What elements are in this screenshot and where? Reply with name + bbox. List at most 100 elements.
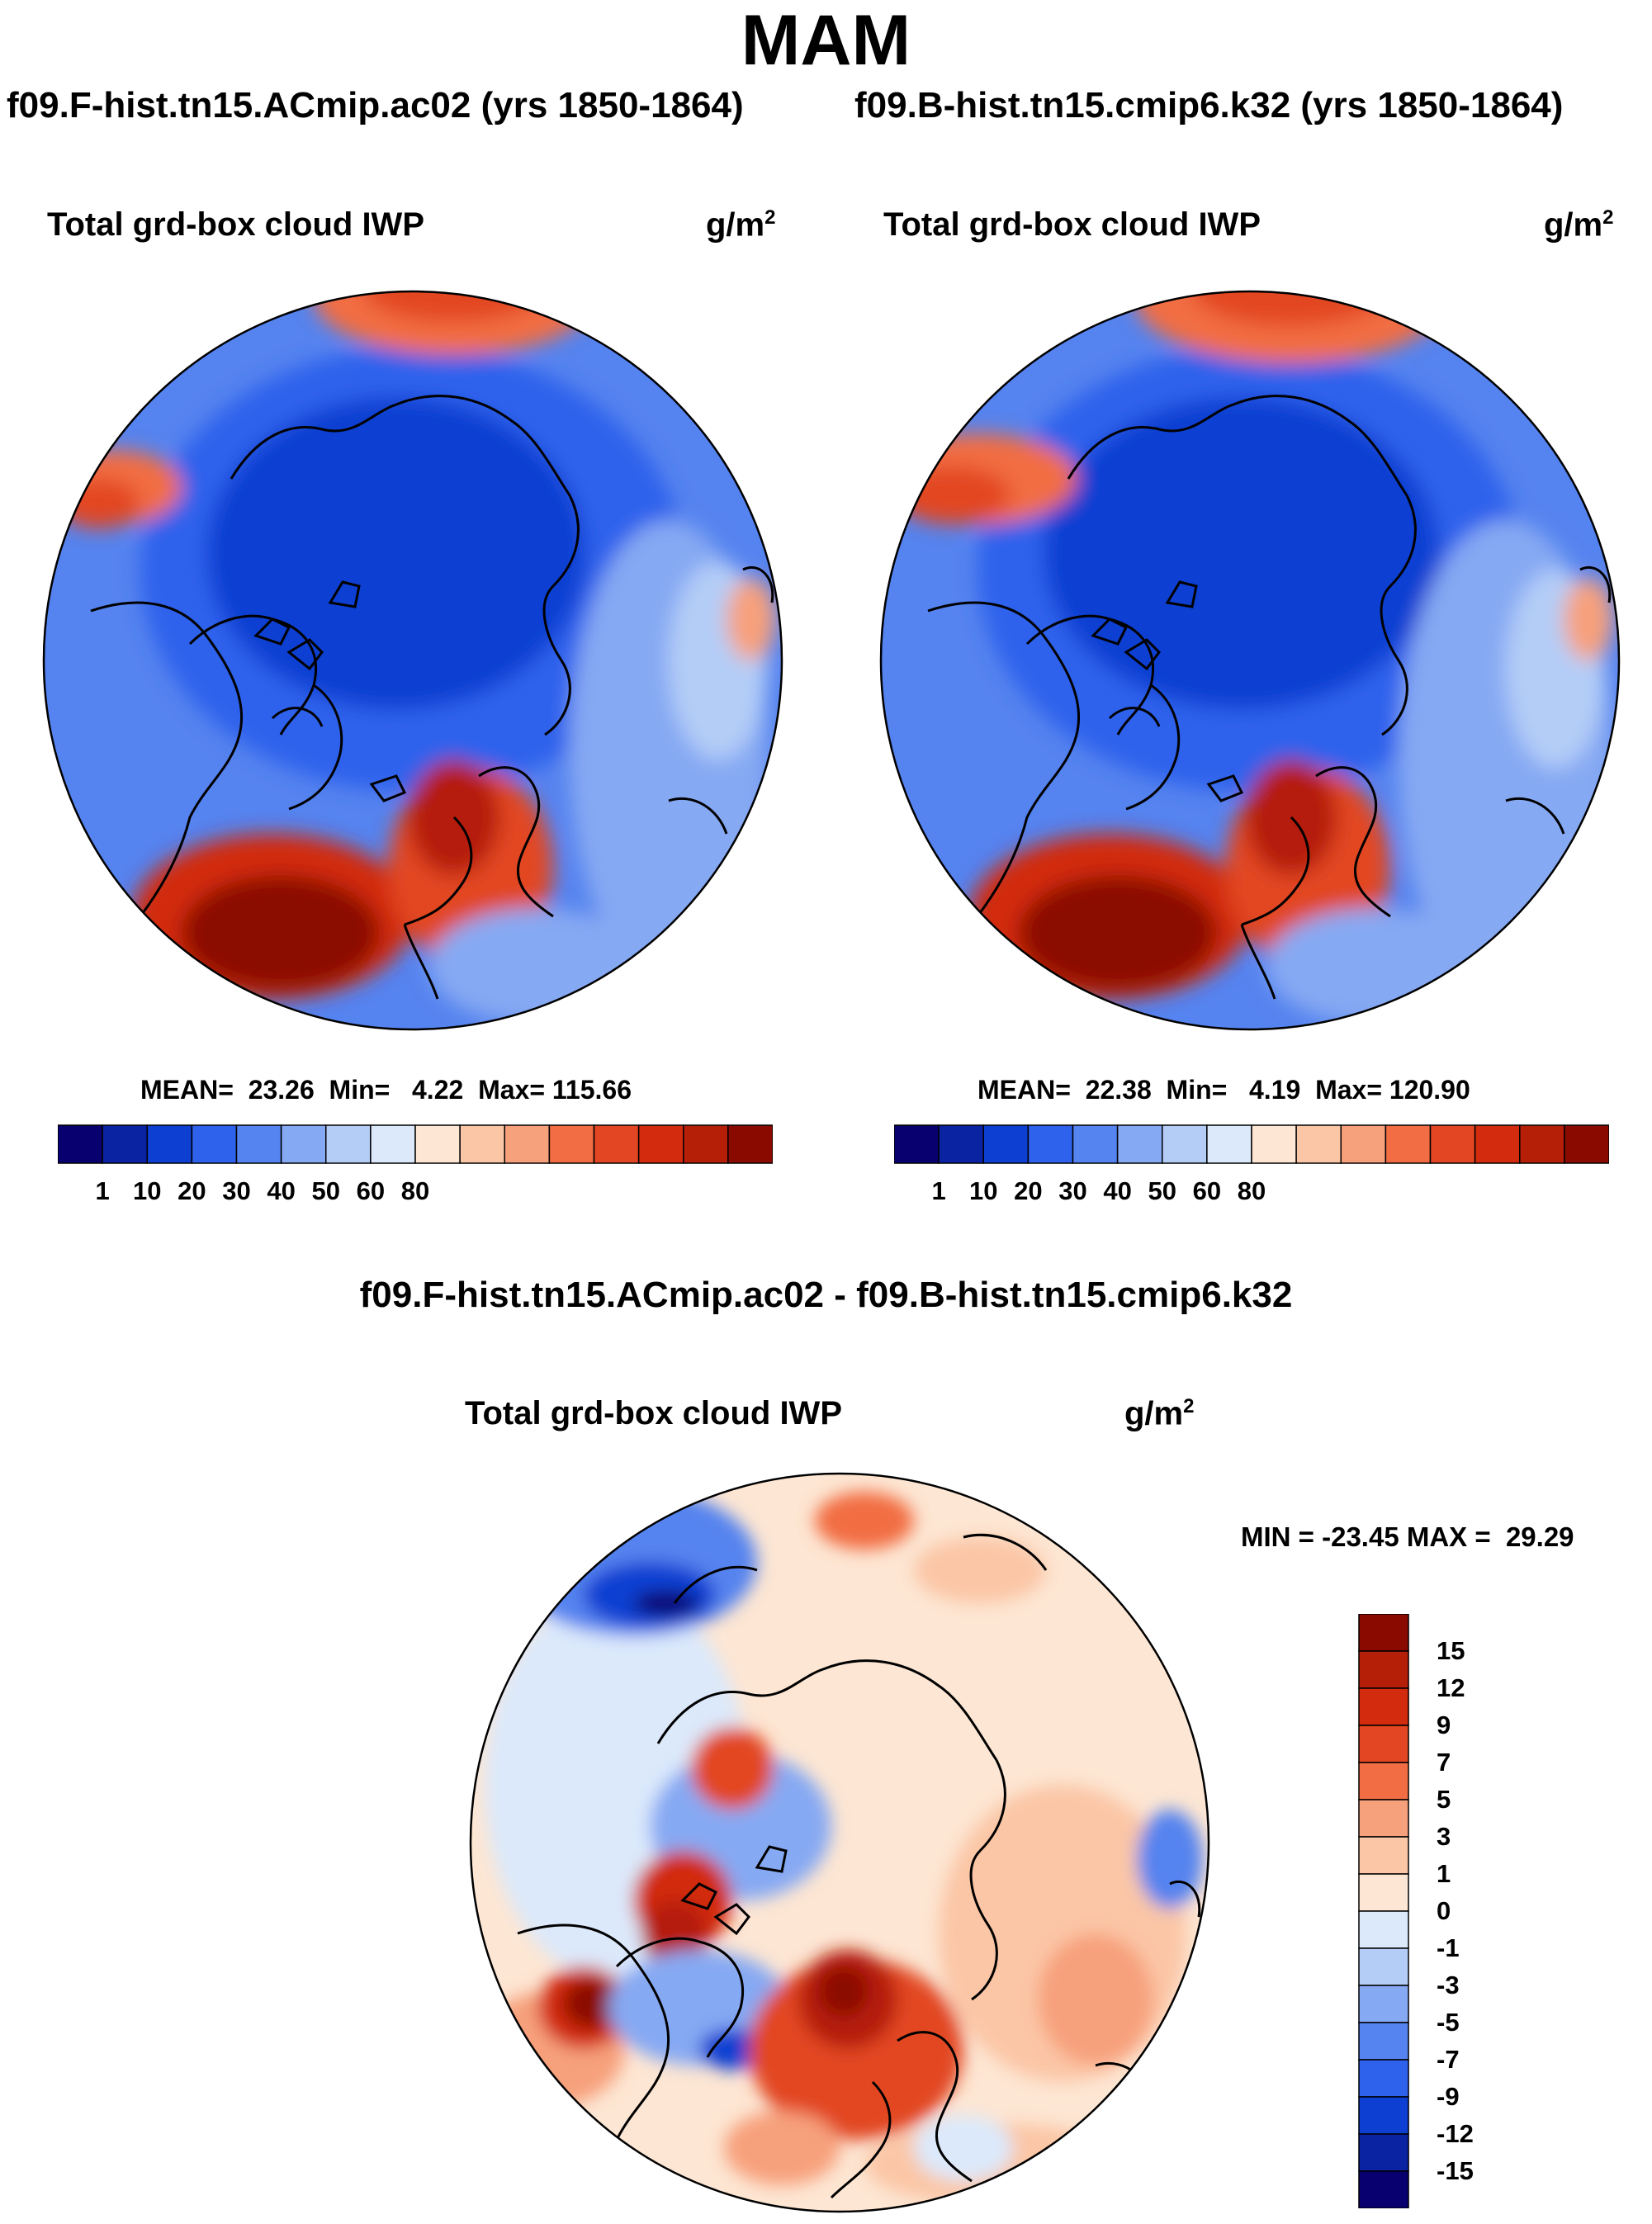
colorbar-tick-label: 30 xyxy=(1058,1176,1087,1205)
colorbar-swatch xyxy=(280,1124,327,1164)
colorbar-swatch xyxy=(1358,1725,1409,1763)
case-label-right: f09.B-hist.tn15.cmip6.k32 (yrs 1850-1864… xyxy=(854,85,1564,125)
colorbar-tick-label: 12 xyxy=(1437,1673,1465,1702)
colorbar-swatch xyxy=(191,1124,238,1164)
case-label-left: f09.F-hist.tn15.ACmip.ac02 (yrs 1850-186… xyxy=(7,85,744,125)
colorbar-tick-label: 5 xyxy=(1437,1785,1451,1814)
colorbar-tick-label: -3 xyxy=(1437,1971,1460,1999)
colorbar-swatch xyxy=(1358,1650,1409,1689)
diff-minmax: MIN = -23.45 MAX = 29.29 xyxy=(1241,1521,1574,1552)
polar-map-right xyxy=(879,290,1621,1031)
colorbar-tick-label: 0 xyxy=(1437,1896,1451,1925)
colorbar-swatch xyxy=(894,1124,940,1164)
colorbar-tick-label: -1 xyxy=(1437,1933,1460,1962)
polar-map-difference xyxy=(469,1472,1210,2213)
stats-left: MEAN= 23.26 Min= 4.22 Max= 115.66 xyxy=(140,1075,632,1105)
colorbar-swatch xyxy=(1295,1124,1342,1164)
colorbar-swatch xyxy=(146,1124,193,1164)
colorbar-tick-label: 80 xyxy=(1237,1176,1266,1205)
colorbar-swatch xyxy=(727,1124,773,1164)
colorbar-tick-label: 15 xyxy=(1437,1636,1465,1665)
colorbar-swatch xyxy=(938,1124,985,1164)
difference-title: f09.F-hist.tn15.ACmip.ac02 - f09.B-hist.… xyxy=(359,1275,1293,1315)
colorbar-swatch xyxy=(683,1124,729,1164)
colorbar-swatch xyxy=(1116,1124,1163,1164)
colorbar-swatch xyxy=(325,1124,372,1164)
colorbar-swatch xyxy=(235,1124,282,1164)
colorbar-tick-label: 3 xyxy=(1437,1822,1451,1851)
colorbar-difference xyxy=(1358,1614,1409,2208)
coastlines xyxy=(927,395,1612,1000)
colorbar-swatch xyxy=(1519,1124,1565,1164)
colorbar-left xyxy=(58,1124,773,1164)
colorbar-tick-label: 9 xyxy=(1437,1711,1451,1739)
units-label-left: g/m2 xyxy=(706,206,776,244)
colorbar-swatch xyxy=(459,1124,506,1164)
colorbar-tick-label: 20 xyxy=(178,1176,206,1205)
colorbar-swatch xyxy=(1206,1124,1252,1164)
colorbar-tick-label: 20 xyxy=(1014,1176,1043,1205)
variable-label-right: Total grd-box cloud IWP xyxy=(883,206,1261,243)
polar-map-left xyxy=(42,290,783,1031)
colorbar-tick-label: 40 xyxy=(1103,1176,1132,1205)
stats-right: MEAN= 22.38 Min= 4.19 Max= 120.90 xyxy=(977,1075,1470,1105)
variable-label-diff: Total grd-box cloud IWP xyxy=(465,1395,842,1431)
colorbar-tick-label: 10 xyxy=(969,1176,998,1205)
colorbar-swatch xyxy=(1358,1873,1409,1912)
colorbar-swatch xyxy=(414,1124,461,1164)
colorbar-tick-label: 1 xyxy=(1437,1859,1451,1888)
colorbar-right xyxy=(894,1124,1609,1164)
colorbar-swatch xyxy=(1358,1687,1409,1726)
colorbar-swatch xyxy=(637,1124,684,1164)
colorbar-swatch xyxy=(1358,1947,1409,1986)
colorbar-swatch xyxy=(504,1124,551,1164)
units-label-right: g/m2 xyxy=(1544,206,1614,244)
colorbar-swatch xyxy=(58,1124,103,1164)
colorbar-tick-label: 60 xyxy=(1192,1176,1222,1205)
colorbar-tick-label: 40 xyxy=(267,1176,296,1205)
colorbar-tick-label: 1 xyxy=(931,1176,946,1205)
colorbar-swatch xyxy=(1251,1124,1297,1164)
colorbar-swatch xyxy=(1072,1124,1119,1164)
colorbar-tick-label: -12 xyxy=(1437,2119,1474,2148)
colorbar-tick-label: 7 xyxy=(1437,1748,1451,1777)
colorbar-swatch xyxy=(370,1124,416,1164)
colorbar-swatch xyxy=(1358,2022,1409,2061)
colorbar-tick-label: 1 xyxy=(95,1176,110,1205)
figure-title: MAM xyxy=(741,1,911,80)
colorbar-tick-label: 10 xyxy=(133,1176,162,1205)
colorbar-swatch xyxy=(1564,1124,1609,1164)
colorbar-swatch xyxy=(1340,1124,1387,1164)
colorbar-difference-ticks: 15 12 9 7 5 3 1 0 -1 -3 -5 -7 -9 -12 -15 xyxy=(1437,1614,1519,2208)
coastlines xyxy=(90,395,774,1000)
colorbar-swatch xyxy=(1429,1124,1476,1164)
colorbar-swatch xyxy=(1162,1124,1208,1164)
colorbar-tick-label: 50 xyxy=(1148,1176,1176,1205)
colorbar-swatch xyxy=(1358,1836,1409,1875)
colorbar-swatch xyxy=(1358,2133,1409,2172)
colorbar-swatch xyxy=(1358,1799,1409,1838)
colorbar-swatch xyxy=(593,1124,640,1164)
colorbar-tick-label: 30 xyxy=(222,1176,251,1205)
colorbar-tick-label: 50 xyxy=(311,1176,340,1205)
colorbar-swatch xyxy=(1358,1910,1409,1949)
colorbar-swatch xyxy=(548,1124,595,1164)
colorbar-right-ticks: 1 10 20 30 40 50 60 80 xyxy=(894,1176,1609,1209)
colorbar-swatch xyxy=(1358,1614,1409,1652)
colorbar-tick-label: 80 xyxy=(400,1176,430,1205)
colorbar-swatch xyxy=(1474,1124,1521,1164)
colorbar-tick-label: -5 xyxy=(1437,2008,1460,2037)
colorbar-swatch xyxy=(1358,2059,1409,2098)
variable-label-left: Total grd-box cloud IWP xyxy=(47,206,424,243)
colorbar-swatch xyxy=(102,1124,149,1164)
colorbar-tick-label: -9 xyxy=(1437,2082,1460,2111)
colorbar-swatch xyxy=(1358,1762,1409,1800)
colorbar-tick-label: 60 xyxy=(356,1176,386,1205)
units-label-diff: g/m2 xyxy=(1124,1395,1195,1432)
colorbar-swatch xyxy=(982,1124,1030,1164)
colorbar-swatch xyxy=(1027,1124,1074,1164)
colorbar-swatch xyxy=(1358,2096,1409,2135)
colorbar-swatch xyxy=(1358,1985,1409,2023)
colorbar-swatch xyxy=(1358,2170,1409,2208)
colorbar-swatch xyxy=(1385,1124,1432,1164)
